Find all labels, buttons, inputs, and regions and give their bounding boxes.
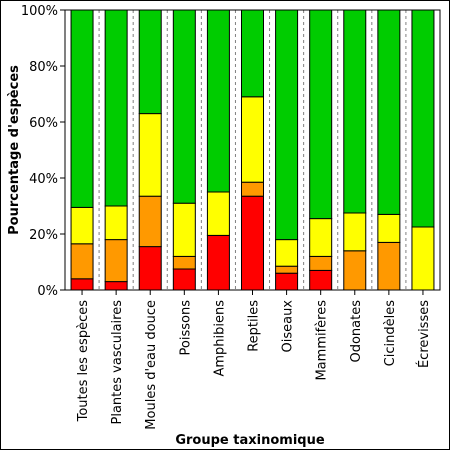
y-tick-label: 20%: [29, 228, 58, 243]
bar-segment: [104, 281, 128, 291]
bar-segment: [309, 269, 333, 291]
bar-segment: [275, 9, 299, 241]
bar-segment: [206, 191, 230, 236]
x-category-label: Poissons: [178, 300, 193, 356]
bar-segment: [275, 272, 299, 291]
bar-segment: [343, 9, 367, 214]
bar-segment: [172, 268, 196, 291]
plot-area-border: [64, 9, 441, 291]
x-category-label: Écrevisses: [416, 300, 432, 368]
bar-segment: [377, 213, 401, 243]
bar-segment: [309, 218, 333, 257]
bar-segment: [241, 181, 264, 197]
bar-segment: [241, 96, 264, 183]
x-category-label: Oiseaux: [281, 300, 296, 353]
y-tick-label: 40%: [29, 172, 58, 187]
y-tick-label: 0%: [37, 284, 58, 299]
bar-segment: [241, 9, 264, 98]
axis-layer: [60, 9, 441, 295]
x-axis-title: Groupe taxinomique: [175, 433, 324, 448]
x-category-labels: Toutes les espèces Plantes vasculaires Mou…: [76, 300, 432, 430]
x-category-label: Amphibiens: [212, 300, 227, 377]
bar-segment: [172, 202, 196, 257]
y-tick-labels: 0% 20% 40% 60% 80% 100%: [21, 4, 58, 299]
bar-segment: [241, 195, 264, 291]
bar-segment: [138, 246, 162, 291]
bar-segment: [309, 255, 333, 271]
bar-segment: [309, 9, 333, 220]
bar-segment: [138, 113, 162, 197]
bar-segment: [104, 239, 128, 283]
bar-segment: [70, 9, 94, 208]
bar-segment: [206, 234, 230, 291]
bars-layer: [70, 9, 435, 291]
y-tick-label: 100%: [21, 4, 58, 19]
bar-segment: [206, 9, 230, 193]
y-axis-title: Pourcentage d'espèces: [7, 65, 22, 235]
grid-layer: [98, 10, 407, 290]
bar-segment: [104, 9, 128, 207]
bar-segment: [411, 9, 435, 228]
x-category-label: Cicindèles: [383, 300, 398, 367]
y-tick-label: 80%: [29, 60, 58, 75]
bar-segment: [275, 239, 299, 267]
bar-segment: [377, 9, 401, 215]
bar-segment: [70, 243, 94, 280]
bar-segment: [172, 255, 196, 270]
bar-segment: [70, 278, 94, 291]
bar-segment: [172, 9, 196, 204]
bar-segment: [343, 250, 367, 291]
x-category-label: Moules d'eau douce: [144, 300, 159, 430]
y-tick-label: 60%: [29, 116, 58, 131]
bar-segment: [411, 226, 435, 291]
bar-segment: [138, 9, 162, 115]
bar-segment: [275, 265, 299, 274]
x-category-label: Odonates: [349, 300, 364, 363]
bar-segment: [377, 241, 401, 291]
bar-segment: [70, 206, 94, 245]
bar-segment: [104, 205, 128, 241]
x-category-label: Mammifères: [315, 300, 330, 381]
x-category-label: Toutes les espèces: [76, 300, 91, 423]
bar-segment: [138, 195, 162, 248]
bar-segment: [343, 212, 367, 252]
x-category-label: Reptiles: [247, 300, 262, 352]
x-category-label: Plantes vasculaires: [110, 300, 125, 425]
